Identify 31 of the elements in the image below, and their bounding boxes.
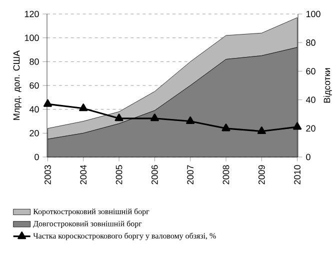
x-tick-label: 2007 <box>187 165 194 184</box>
point <box>186 116 195 124</box>
x-tick-label: 2008 <box>222 165 230 184</box>
point <box>222 124 230 132</box>
x-tick-label: 2006 <box>151 165 158 184</box>
x-tick-label: 2005 <box>116 165 122 184</box>
y2-tick-label: 40 <box>306 96 316 103</box>
y2-tick-label: 60 <box>306 68 316 74</box>
y-axis-title: Млрд. дол. США <box>13 50 22 120</box>
point <box>114 114 124 122</box>
y-tick-label: 40 <box>29 106 39 113</box>
y-tick-label: 120 <box>24 10 39 18</box>
y-tick-label: 20 <box>30 130 39 136</box>
x-tick-label: 2004 <box>80 165 87 184</box>
x-tick-label: 2009 <box>258 165 265 184</box>
y-tick-label: 80 <box>30 58 39 65</box>
y2-axis-title: Відсотки <box>324 68 332 103</box>
y2-tick-label: 0 <box>306 154 310 160</box>
y2-tick-label: 100 <box>306 10 320 18</box>
point <box>257 126 266 134</box>
point <box>79 104 88 112</box>
x-tick-label: 2010 <box>294 165 300 184</box>
point <box>293 122 302 130</box>
point <box>150 114 159 122</box>
point <box>43 99 52 107</box>
y-tick-label: 60 <box>30 82 39 89</box>
y2-tick-label: 80 <box>306 39 316 46</box>
y-tick-label: 100 <box>24 34 39 42</box>
x-tick-label: 2003 <box>44 165 51 184</box>
y2-tick-label: 20 <box>306 125 316 132</box>
y-tick-label: 0 <box>34 154 39 160</box>
